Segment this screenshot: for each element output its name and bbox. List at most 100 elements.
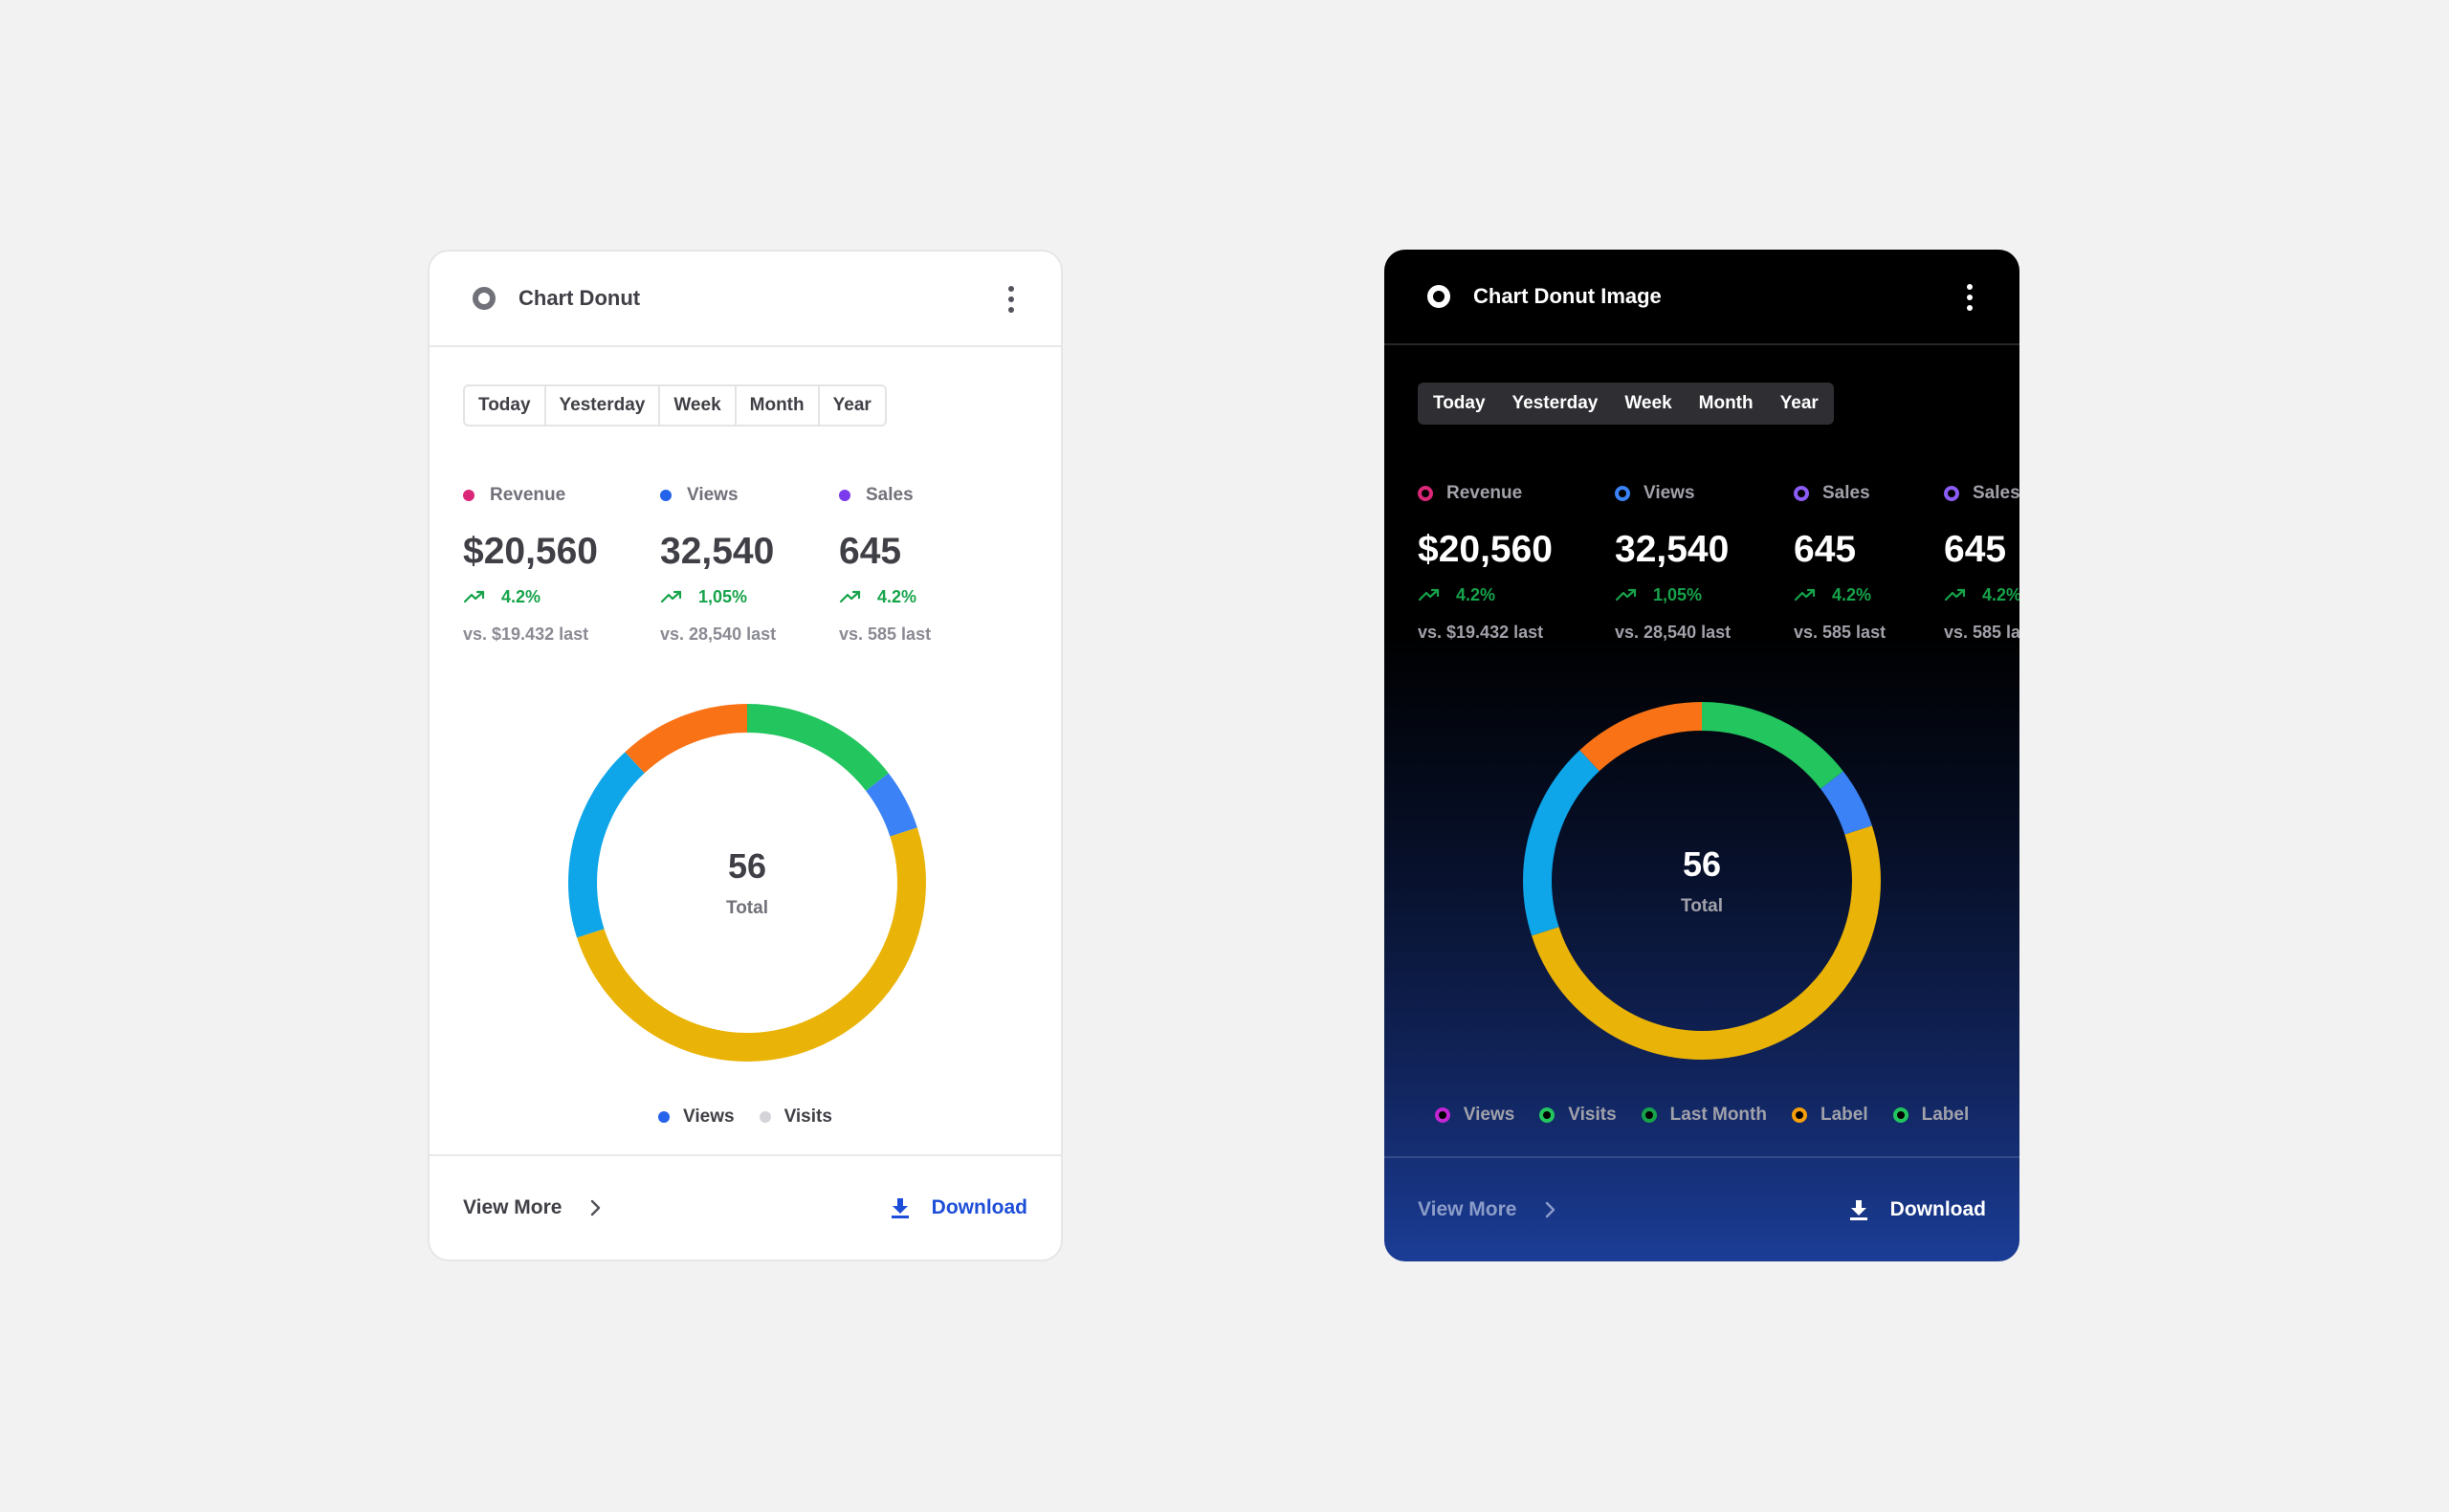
- donut-total-caption: Total: [1681, 896, 1723, 916]
- card-footer: View More Download: [1384, 1156, 2019, 1261]
- legend-label: Label: [1820, 1105, 1868, 1125]
- stat-value: 32,540: [1615, 529, 1730, 570]
- legend-dot: [1791, 1107, 1807, 1123]
- trend-up-icon: [839, 590, 861, 603]
- stat-sales: Sales 645 4.2% vs. 585 last: [839, 481, 1011, 645]
- sales-dot: [1944, 486, 1959, 501]
- legend-dot: [1892, 1107, 1908, 1123]
- stat-previous: vs. 585 last: [1794, 623, 1886, 642]
- circle-ring-icon: [473, 287, 496, 310]
- tab-week[interactable]: Week: [660, 386, 737, 425]
- download-icon: [891, 1198, 909, 1218]
- chart-donut-card: Chart Donut Today Yesterday Week Month Y…: [428, 250, 1063, 1261]
- stat-change: 4.2%: [1418, 581, 1615, 609]
- stat-change: 4.2%: [839, 582, 1011, 611]
- stat-change: 4.2%: [1794, 581, 1944, 609]
- tab-month[interactable]: Month: [1698, 393, 1754, 413]
- tab-month[interactable]: Month: [737, 386, 820, 425]
- more-vertical-icon[interactable]: [1966, 284, 1974, 311]
- stat-previous: vs. 28,540 last: [660, 625, 777, 644]
- stat-label: Revenue: [1446, 483, 1523, 503]
- legend-label: Visits: [783, 1107, 832, 1127]
- chart-legend: Views Visits: [430, 1107, 1061, 1128]
- stat-change: 4.2%: [463, 582, 660, 611]
- trend-up-icon: [1615, 588, 1637, 602]
- more-vertical-icon[interactable]: [1007, 286, 1015, 313]
- legend-item-visits[interactable]: Visits: [1539, 1105, 1617, 1126]
- download-button[interactable]: Download: [890, 1196, 1027, 1219]
- view-more-label: View More: [1418, 1198, 1517, 1220]
- donut-segment-4: [568, 704, 926, 1062]
- legend-label: Visits: [1568, 1105, 1617, 1125]
- period-tabs: Today Yesterday Week Month Year: [1418, 383, 1834, 425]
- stat-previous: vs. 585 last: [1944, 623, 2019, 642]
- stat-value: 645: [839, 531, 902, 572]
- legend-item-views[interactable]: Views: [1434, 1105, 1514, 1126]
- sales-dot: [839, 490, 850, 501]
- donut-chart-svg: [568, 704, 926, 1062]
- donut-center: 56 Total: [556, 691, 938, 1074]
- stat-change: 4.2%: [1944, 581, 2019, 609]
- tab-week[interactable]: Week: [1624, 393, 1672, 413]
- sales-dot: [1794, 486, 1809, 501]
- legend-dot: [1641, 1107, 1657, 1123]
- tab-yesterday[interactable]: Yesterday: [1511, 393, 1599, 413]
- stat-change: 1,05%: [1615, 581, 1794, 609]
- stat-sales: Sales 645 4.2% vs. 585 last: [1794, 479, 1944, 643]
- stat-revenue: Revenue $20,560 4.2% vs. $19.432 last: [1418, 479, 1615, 643]
- change-percent: 1,05%: [698, 586, 748, 606]
- change-percent: 1,05%: [1653, 584, 1703, 604]
- views-dot: [660, 490, 672, 501]
- trend-up-icon: [1794, 588, 1816, 602]
- views-dot: [1615, 486, 1630, 501]
- tab-yesterday[interactable]: Yesterday: [546, 386, 661, 425]
- stat-previous: vs. 585 last: [839, 625, 932, 644]
- donut-chart: 56 Total: [556, 691, 938, 1074]
- view-more-link[interactable]: View More: [463, 1196, 602, 1219]
- legend-item-views[interactable]: Views: [658, 1107, 735, 1128]
- change-percent: 4.2%: [1456, 584, 1496, 604]
- donut-total-caption: Total: [726, 898, 768, 918]
- chevron-right-icon: [1546, 1201, 1555, 1218]
- chart-donut-image-card: Chart Donut Image Today Yesterday Week M…: [1384, 250, 2019, 1261]
- download-label: Download: [1889, 1198, 1986, 1220]
- donut-segment-3: [568, 704, 926, 1062]
- tab-today[interactable]: Today: [465, 386, 546, 425]
- stat-label: Sales: [866, 485, 914, 505]
- revenue-dot: [1418, 486, 1433, 501]
- chevron-right-icon: [591, 1199, 601, 1216]
- card-title: Chart Donut: [518, 286, 641, 310]
- legend-item-last-month[interactable]: Last Month: [1641, 1105, 1767, 1126]
- donut-center: 56 Total: [1511, 690, 1893, 1072]
- stat-label: Views: [1644, 483, 1695, 503]
- donut-total-value: 56: [1682, 844, 1722, 884]
- stat-value: $20,560: [1418, 529, 1553, 570]
- tab-year[interactable]: Year: [1779, 393, 1819, 413]
- tab-year[interactable]: Year: [832, 395, 871, 415]
- download-button[interactable]: Download: [1848, 1198, 1986, 1221]
- legend-dot: [1539, 1107, 1555, 1123]
- legend-label: Label: [1921, 1105, 1970, 1125]
- donut-chart-svg: [1523, 702, 1881, 1060]
- circle-ring-icon: [1427, 285, 1450, 308]
- download-icon: [1849, 1200, 1867, 1220]
- legend-item-label-1[interactable]: Label: [1791, 1105, 1868, 1126]
- tab-today[interactable]: Today: [1433, 393, 1486, 413]
- stat-label: Views: [687, 485, 739, 505]
- card-footer: View More Download: [430, 1154, 1061, 1260]
- legend-item-label-2[interactable]: Label: [1892, 1105, 1970, 1126]
- legend-item-visits[interactable]: Visits: [759, 1107, 832, 1128]
- trend-up-icon: [1418, 588, 1440, 602]
- legend-label: Last Month: [1669, 1105, 1767, 1125]
- change-percent: 4.2%: [501, 586, 541, 606]
- view-more-link[interactable]: View More: [1418, 1198, 1556, 1221]
- change-percent: 4.2%: [1832, 584, 1872, 604]
- chart-legend: Views Visits Last Month Label Label: [1384, 1105, 2019, 1126]
- card-title: Chart Donut Image: [1473, 284, 1662, 308]
- trend-up-icon: [463, 590, 485, 603]
- donut-segment-5: [1523, 702, 1881, 1060]
- donut-segment-3: [1523, 702, 1881, 1060]
- legend-dot: [759, 1111, 771, 1123]
- trend-up-icon: [660, 590, 682, 603]
- stat-revenue: Revenue $20,560 4.2% vs. $19.432 last: [463, 481, 660, 645]
